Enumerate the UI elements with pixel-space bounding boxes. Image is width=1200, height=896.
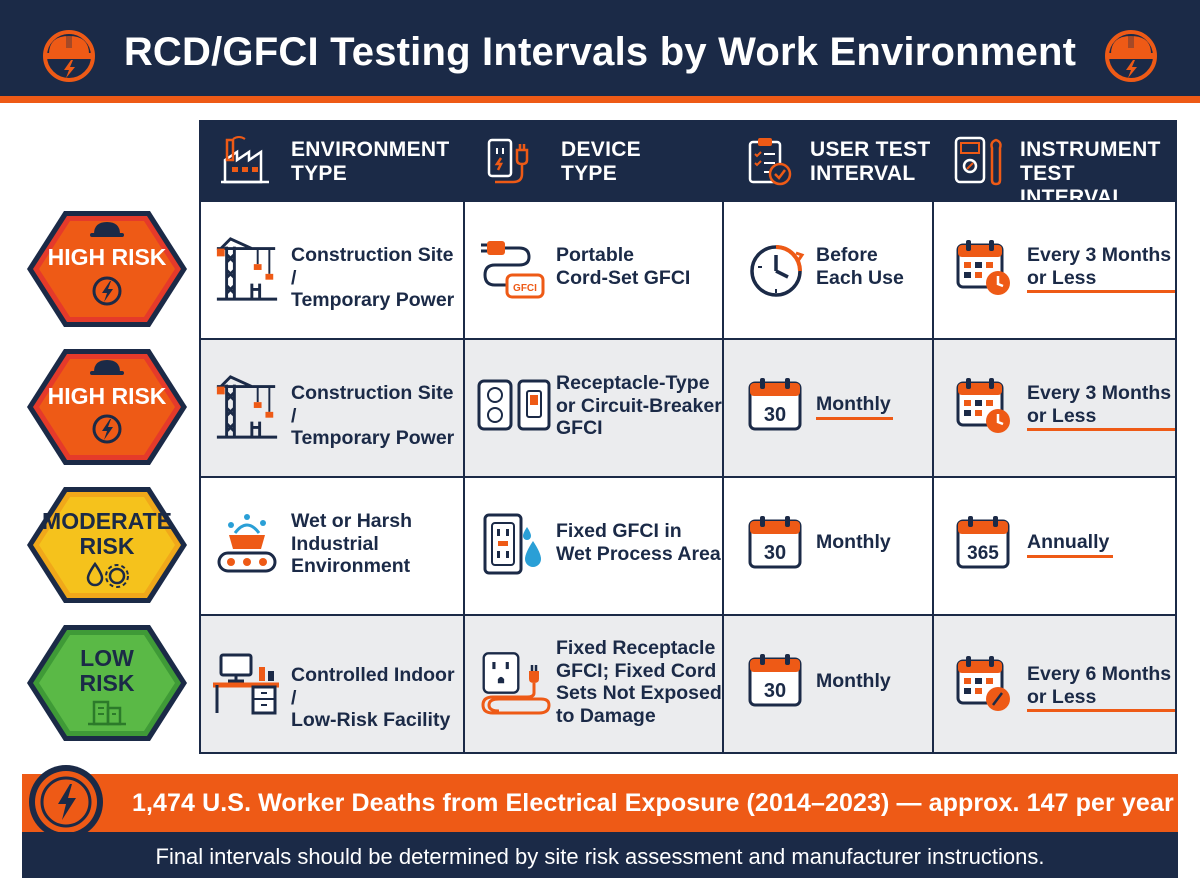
instrument-interval-text: Every 6 Months or Less bbox=[1027, 663, 1176, 712]
calendar-30-icon: 30 bbox=[746, 513, 806, 573]
factory-icon bbox=[221, 136, 269, 184]
splashing-machine-icon bbox=[217, 514, 277, 573]
receptacle-cord-icon bbox=[481, 652, 551, 715]
environment-cell: Controlled Indoor / Low-Risk Facility bbox=[201, 615, 463, 753]
user-interval-text: Monthly bbox=[816, 531, 891, 553]
column-header-user-test: USER TEST INTERVAL bbox=[724, 120, 932, 200]
environment-cell: Construction Site / Temporary Power bbox=[201, 201, 463, 339]
header-accent-stripe bbox=[0, 96, 1200, 103]
hard-hat-lightning-icon bbox=[1100, 26, 1162, 82]
user-test-cell: Before Each Use bbox=[724, 201, 932, 339]
calendar-clock-icon bbox=[954, 237, 1010, 295]
user-interval-text: Monthly bbox=[816, 393, 893, 420]
device-text: Fixed Receptacle GFCI; Fixed Cord Sets N… bbox=[556, 637, 722, 727]
environment-cell: Construction Site / Temporary Power bbox=[201, 339, 463, 477]
table-row: Construction Site / Temporary Power GFCI… bbox=[201, 201, 1176, 339]
cord-set-gfci-icon: GFCI bbox=[481, 241, 545, 299]
receptacle-breaker-icon bbox=[477, 379, 551, 431]
instrument-interval-text: Every 3 Months or Less bbox=[1027, 382, 1176, 431]
user-test-cell: 30 Monthly bbox=[724, 477, 932, 615]
device-cell: Fixed Receptacle GFCI; Fixed Cord Sets N… bbox=[465, 615, 722, 753]
statistic-banner: 1,474 U.S. Worker Deaths from Electrical… bbox=[22, 774, 1178, 832]
column-header-device: DEVICE TYPE bbox=[465, 120, 722, 200]
gfci-outlet-water-icon bbox=[483, 513, 541, 575]
footer-note: Final intervals should be determined by … bbox=[155, 844, 1045, 869]
user-interval-text: Before Each Use bbox=[816, 244, 904, 289]
instrument-test-cell: Every 3 Months or Less bbox=[934, 201, 1176, 339]
risk-badge-high bbox=[27, 211, 187, 327]
table-row: Wet or Harsh Industrial Environment Fixe… bbox=[201, 477, 1176, 615]
outlet-plug-icon bbox=[487, 138, 529, 184]
risk-badge-low bbox=[27, 625, 187, 741]
device-text: Portable Cord-Set GFCI bbox=[556, 244, 691, 289]
instrument-interval-text: Annually bbox=[1027, 531, 1114, 558]
calendar-365-icon: 365 bbox=[954, 513, 1014, 573]
user-test-cell: 30 Monthly bbox=[724, 339, 932, 477]
device-text: Fixed GFCI in Wet Process Area bbox=[556, 520, 721, 565]
risk-badge-label: HIGH RISK bbox=[47, 244, 167, 270]
footer-note-bar: Final intervals should be determined by … bbox=[22, 832, 1178, 878]
device-cell: Receptacle-Type or Circuit-Breaker GFCI bbox=[465, 339, 722, 477]
environment-cell: Wet or Harsh Industrial Environment bbox=[201, 477, 463, 615]
instrument-test-cell: Every 3 Months or Less bbox=[934, 339, 1176, 477]
user-test-cell: 30 Monthly bbox=[724, 615, 932, 753]
calendar-clock-icon bbox=[954, 375, 1010, 433]
calendar-day: 30 bbox=[764, 404, 786, 426]
instrument-test-cell: 365 Annually bbox=[934, 477, 1176, 615]
lightning-icon bbox=[29, 765, 103, 839]
table-row: Controlled Indoor / Low-Risk Facility Fi… bbox=[201, 615, 1176, 753]
statistic-text: 1,474 U.S. Worker Deaths from Electrical… bbox=[132, 789, 1174, 817]
table-row: Construction Site / Temporary Power Rece… bbox=[201, 339, 1176, 477]
svg-text:GFCI: GFCI bbox=[513, 283, 537, 294]
table-grid bbox=[199, 120, 1177, 754]
risk-badge-label: LOW RISK bbox=[79, 645, 135, 696]
column-header-label: DEVICE TYPE bbox=[561, 138, 641, 185]
multimeter-wrench-icon bbox=[954, 136, 1002, 186]
calendar-day: 30 bbox=[764, 542, 786, 564]
clock-icon bbox=[750, 245, 805, 297]
calendar-gauge-icon bbox=[954, 653, 1010, 711]
office-desk-icon bbox=[213, 653, 279, 715]
calendar-30-icon: 30 bbox=[746, 375, 806, 435]
environment-text: Construction Site / Temporary Power bbox=[291, 244, 455, 311]
device-cell: Fixed GFCI in Wet Process Area bbox=[465, 477, 722, 615]
column-header-label: USER TEST INTERVAL bbox=[810, 138, 931, 185]
environment-text: Construction Site / Temporary Power bbox=[291, 382, 455, 449]
risk-badge-label: MODERATE RISK bbox=[42, 508, 172, 559]
risk-badge-high bbox=[27, 349, 187, 465]
column-header-label: ENVIRONMENT TYPE bbox=[291, 138, 450, 185]
page-title: RCD/GFCI Testing Intervals by Work Envir… bbox=[123, 30, 1077, 74]
instrument-test-cell: Every 6 Months or Less bbox=[934, 615, 1176, 753]
calendar-day: 30 bbox=[764, 680, 786, 702]
device-text: Receptacle-Type or Circuit-Breaker GFCI bbox=[556, 372, 722, 439]
calendar-30-icon: 30 bbox=[746, 651, 806, 711]
risk-badge-label: HIGH RISK bbox=[47, 383, 167, 409]
column-header-environment: ENVIRONMENT TYPE bbox=[201, 120, 463, 200]
environment-text: Wet or Harsh Industrial Environment bbox=[291, 510, 412, 577]
risk-badge-moderate bbox=[27, 487, 187, 603]
calendar-day: 365 bbox=[967, 543, 999, 564]
clipboard-checklist-icon bbox=[748, 138, 792, 186]
header-bar bbox=[0, 0, 1200, 96]
instrument-interval-text: Every 3 Months or Less bbox=[1027, 244, 1176, 293]
user-interval-text: Monthly bbox=[816, 670, 891, 692]
device-cell: GFCI Portable Cord-Set GFCI bbox=[465, 201, 722, 339]
environment-text: Controlled Indoor / Low-Risk Facility bbox=[291, 664, 455, 731]
column-header-instrument-test: INSTRUMENT TEST INTERVAL bbox=[934, 120, 1176, 209]
